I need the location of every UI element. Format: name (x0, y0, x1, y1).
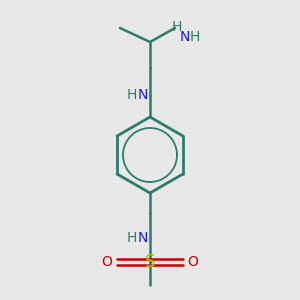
Text: O: O (102, 255, 112, 269)
Text: H: H (172, 20, 182, 34)
Text: H: H (190, 30, 200, 44)
Text: H: H (127, 88, 137, 102)
Text: S: S (145, 253, 155, 271)
Text: O: O (188, 255, 198, 269)
Text: N: N (138, 231, 148, 245)
Text: N: N (180, 30, 190, 44)
Text: H: H (127, 231, 137, 245)
Text: N: N (138, 88, 148, 102)
